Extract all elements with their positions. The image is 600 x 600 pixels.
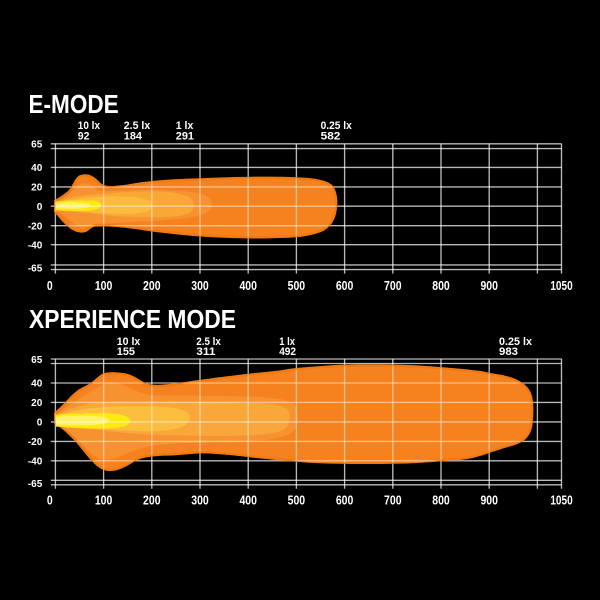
svg-text:20: 20 bbox=[31, 398, 43, 409]
svg-text:40: 40 bbox=[31, 163, 43, 174]
svg-text:800: 800 bbox=[432, 278, 450, 293]
svg-text:291: 291 bbox=[176, 130, 194, 142]
svg-text:0: 0 bbox=[47, 492, 53, 507]
svg-text:-20: -20 bbox=[28, 437, 43, 448]
svg-text:0: 0 bbox=[37, 418, 43, 429]
svg-text:92: 92 bbox=[78, 130, 90, 142]
svg-text:200: 200 bbox=[143, 492, 161, 507]
svg-text:40: 40 bbox=[31, 379, 43, 390]
svg-text:800: 800 bbox=[432, 492, 450, 507]
svg-text:300: 300 bbox=[191, 492, 209, 507]
svg-text:155: 155 bbox=[117, 346, 135, 358]
svg-text:10 lx: 10 lx bbox=[117, 336, 141, 348]
svg-text:0.25 lx: 0.25 lx bbox=[321, 120, 353, 132]
svg-text:2.5 lx: 2.5 lx bbox=[196, 336, 221, 348]
svg-text:20: 20 bbox=[31, 183, 43, 194]
svg-text:65: 65 bbox=[31, 140, 43, 151]
svg-text:300: 300 bbox=[191, 278, 209, 293]
svg-text:184: 184 bbox=[124, 130, 143, 142]
svg-text:-65: -65 bbox=[28, 479, 43, 490]
svg-text:311: 311 bbox=[196, 346, 215, 358]
svg-text:400: 400 bbox=[239, 278, 257, 293]
svg-text:1050: 1050 bbox=[550, 492, 572, 507]
svg-text:100: 100 bbox=[95, 492, 113, 507]
svg-text:1 lx: 1 lx bbox=[279, 336, 296, 348]
svg-text:200: 200 bbox=[143, 278, 161, 293]
svg-text:-65: -65 bbox=[28, 264, 43, 275]
svg-text:600: 600 bbox=[336, 278, 354, 293]
svg-text:0.25 lx: 0.25 lx bbox=[499, 336, 533, 348]
svg-text:-40: -40 bbox=[28, 240, 43, 251]
svg-text:65: 65 bbox=[31, 355, 43, 366]
svg-text:1050: 1050 bbox=[550, 278, 572, 293]
svg-text:-20: -20 bbox=[28, 221, 43, 232]
svg-text:582: 582 bbox=[321, 130, 341, 142]
svg-text:492: 492 bbox=[279, 346, 296, 358]
svg-text:XPERIENCE MODE: XPERIENCE MODE bbox=[29, 304, 236, 334]
svg-text:2.5 lx: 2.5 lx bbox=[124, 120, 151, 132]
svg-text:10 lx: 10 lx bbox=[78, 120, 101, 132]
svg-text:900: 900 bbox=[480, 492, 498, 507]
svg-text:1 lx: 1 lx bbox=[176, 120, 194, 132]
svg-text:E-MODE: E-MODE bbox=[29, 89, 119, 119]
svg-text:983: 983 bbox=[499, 346, 518, 358]
svg-text:500: 500 bbox=[288, 492, 306, 507]
svg-text:0: 0 bbox=[47, 278, 53, 293]
svg-text:700: 700 bbox=[384, 278, 402, 293]
svg-text:600: 600 bbox=[336, 492, 354, 507]
svg-text:900: 900 bbox=[480, 278, 498, 293]
svg-text:400: 400 bbox=[239, 492, 257, 507]
svg-text:0: 0 bbox=[37, 202, 43, 213]
svg-text:-40: -40 bbox=[28, 456, 43, 467]
svg-text:700: 700 bbox=[384, 492, 402, 507]
svg-text:100: 100 bbox=[95, 278, 113, 293]
svg-text:500: 500 bbox=[288, 278, 306, 293]
